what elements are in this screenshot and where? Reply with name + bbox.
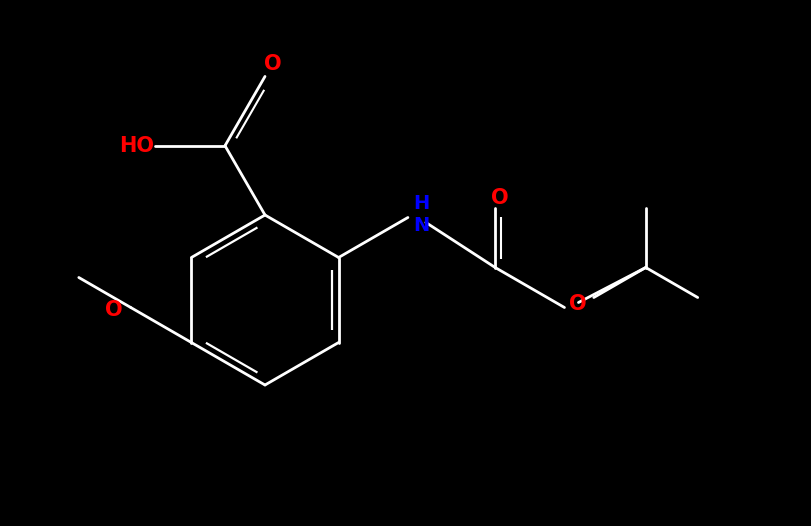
Text: O: O [105, 299, 122, 319]
Text: HO: HO [119, 136, 154, 156]
Text: O: O [491, 187, 508, 207]
Text: O: O [569, 295, 586, 315]
Text: O: O [264, 54, 281, 75]
Text: H
N: H N [412, 194, 429, 235]
